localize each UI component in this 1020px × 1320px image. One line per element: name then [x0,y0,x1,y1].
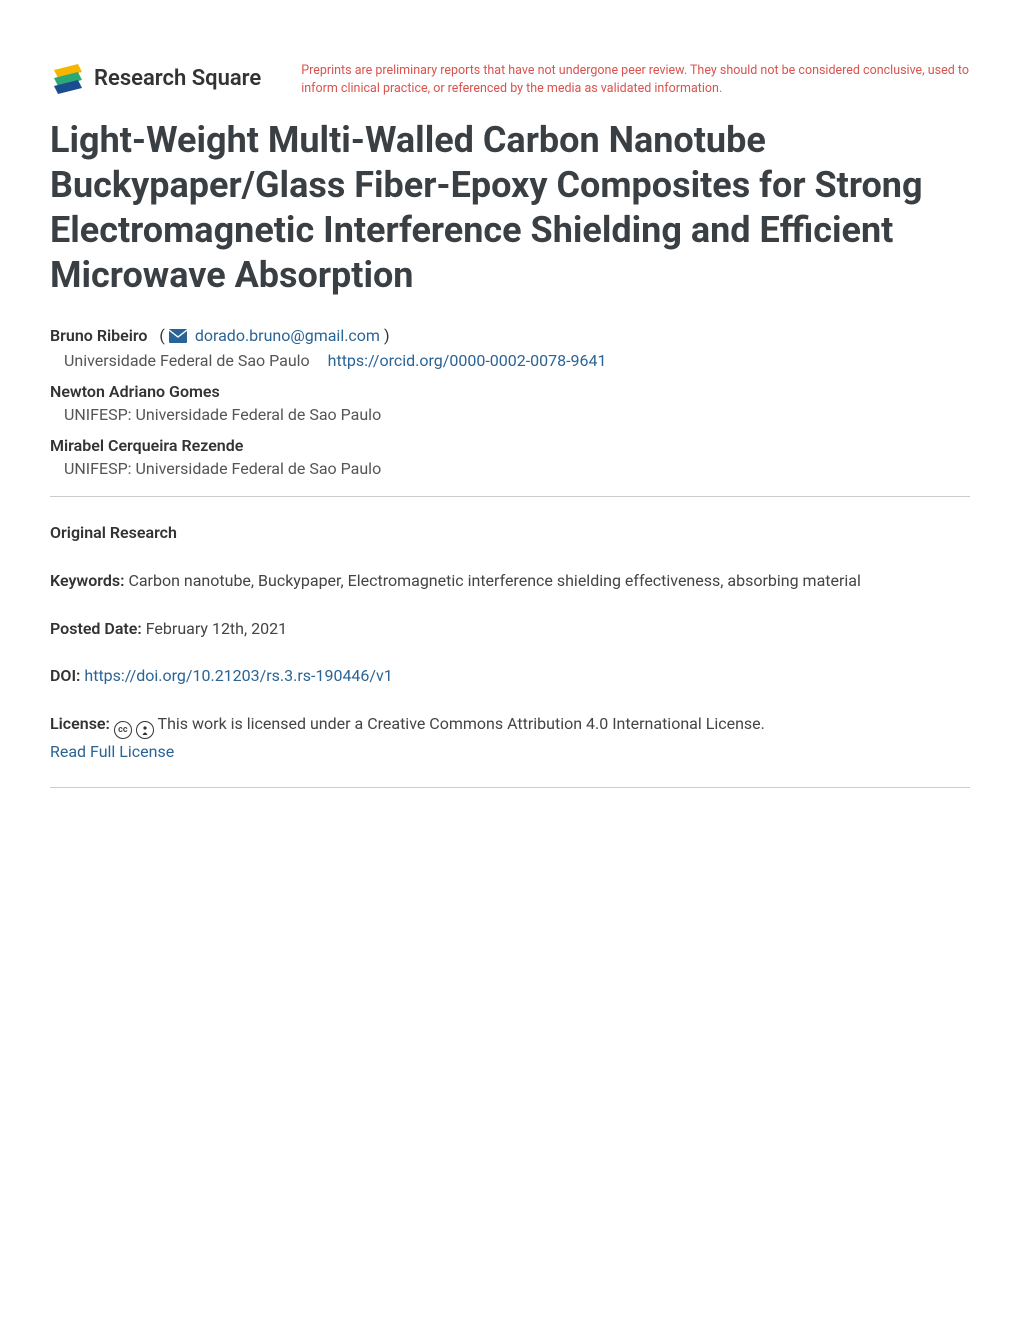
author-name: Bruno Ribeiro [50,326,148,345]
open-paren: ( [151,326,164,345]
article-title: Light-Weight Multi-Walled Carbon Nanotub… [50,118,970,298]
keywords-value: Carbon nanotube, Buckypaper, Electromagn… [128,571,860,590]
license-row: License: cc This work is licensed under … [50,711,970,765]
divider [50,787,970,788]
logo-block: Research Square [50,60,261,96]
article-type: Original Research [50,523,970,542]
cc-by-icon [136,721,154,739]
envelope-icon [169,328,187,347]
doi-row: DOI: https://doi.org/10.21203/rs.3.rs-19… [50,663,970,689]
author-row: Bruno Ribeiro ( dorado.bruno@gmail.com )… [50,326,970,370]
author-affiliation: UNIFESP: Universidade Federal de Sao Pau… [50,459,970,478]
license-label: License: [50,714,110,733]
doi-label: DOI: [50,666,80,685]
author-affiliation: UNIFESP: Universidade Federal de Sao Pau… [50,405,970,424]
author-affiliation: Universidade Federal de Sao Paulo https:… [50,351,970,370]
posted-date-row: Posted Date: February 12th, 2021 [50,616,970,642]
orcid-link[interactable]: https://orcid.org/0000-0002-0078-9641 [328,351,607,370]
divider [50,496,970,497]
posted-date-label: Posted Date: [50,619,142,638]
author-row: Mirabel Cerqueira Rezende UNIFESP: Unive… [50,436,970,478]
logo-text: Research Square [94,66,261,91]
posted-date-value: February 12th, 2021 [146,619,287,638]
header-row: Research Square Preprints are preliminar… [50,60,970,98]
author-name: Newton Adriano Gomes [50,382,220,401]
close-paren: ) [384,326,390,345]
read-full-license-link[interactable]: Read Full License [50,742,174,761]
authors-block: Bruno Ribeiro ( dorado.bruno@gmail.com )… [50,326,970,478]
license-text: This work is licensed under a Creative C… [158,714,765,733]
preprint-disclaimer: Preprints are preliminary reports that h… [301,60,970,98]
author-email-link[interactable]: dorado.bruno@gmail.com [195,326,380,345]
research-square-logo-icon [50,60,86,96]
keywords-row: Keywords: Carbon nanotube, Buckypaper, E… [50,568,970,594]
author-row: Newton Adriano Gomes UNIFESP: Universida… [50,382,970,424]
affiliation-text: Universidade Federal de Sao Paulo [64,351,310,370]
cc-icons: cc [114,721,154,739]
author-name: Mirabel Cerqueira Rezende [50,436,243,455]
keywords-label: Keywords: [50,571,124,590]
cc-icon: cc [114,721,132,739]
doi-link[interactable]: https://doi.org/10.21203/rs.3.rs-190446/… [84,666,392,685]
